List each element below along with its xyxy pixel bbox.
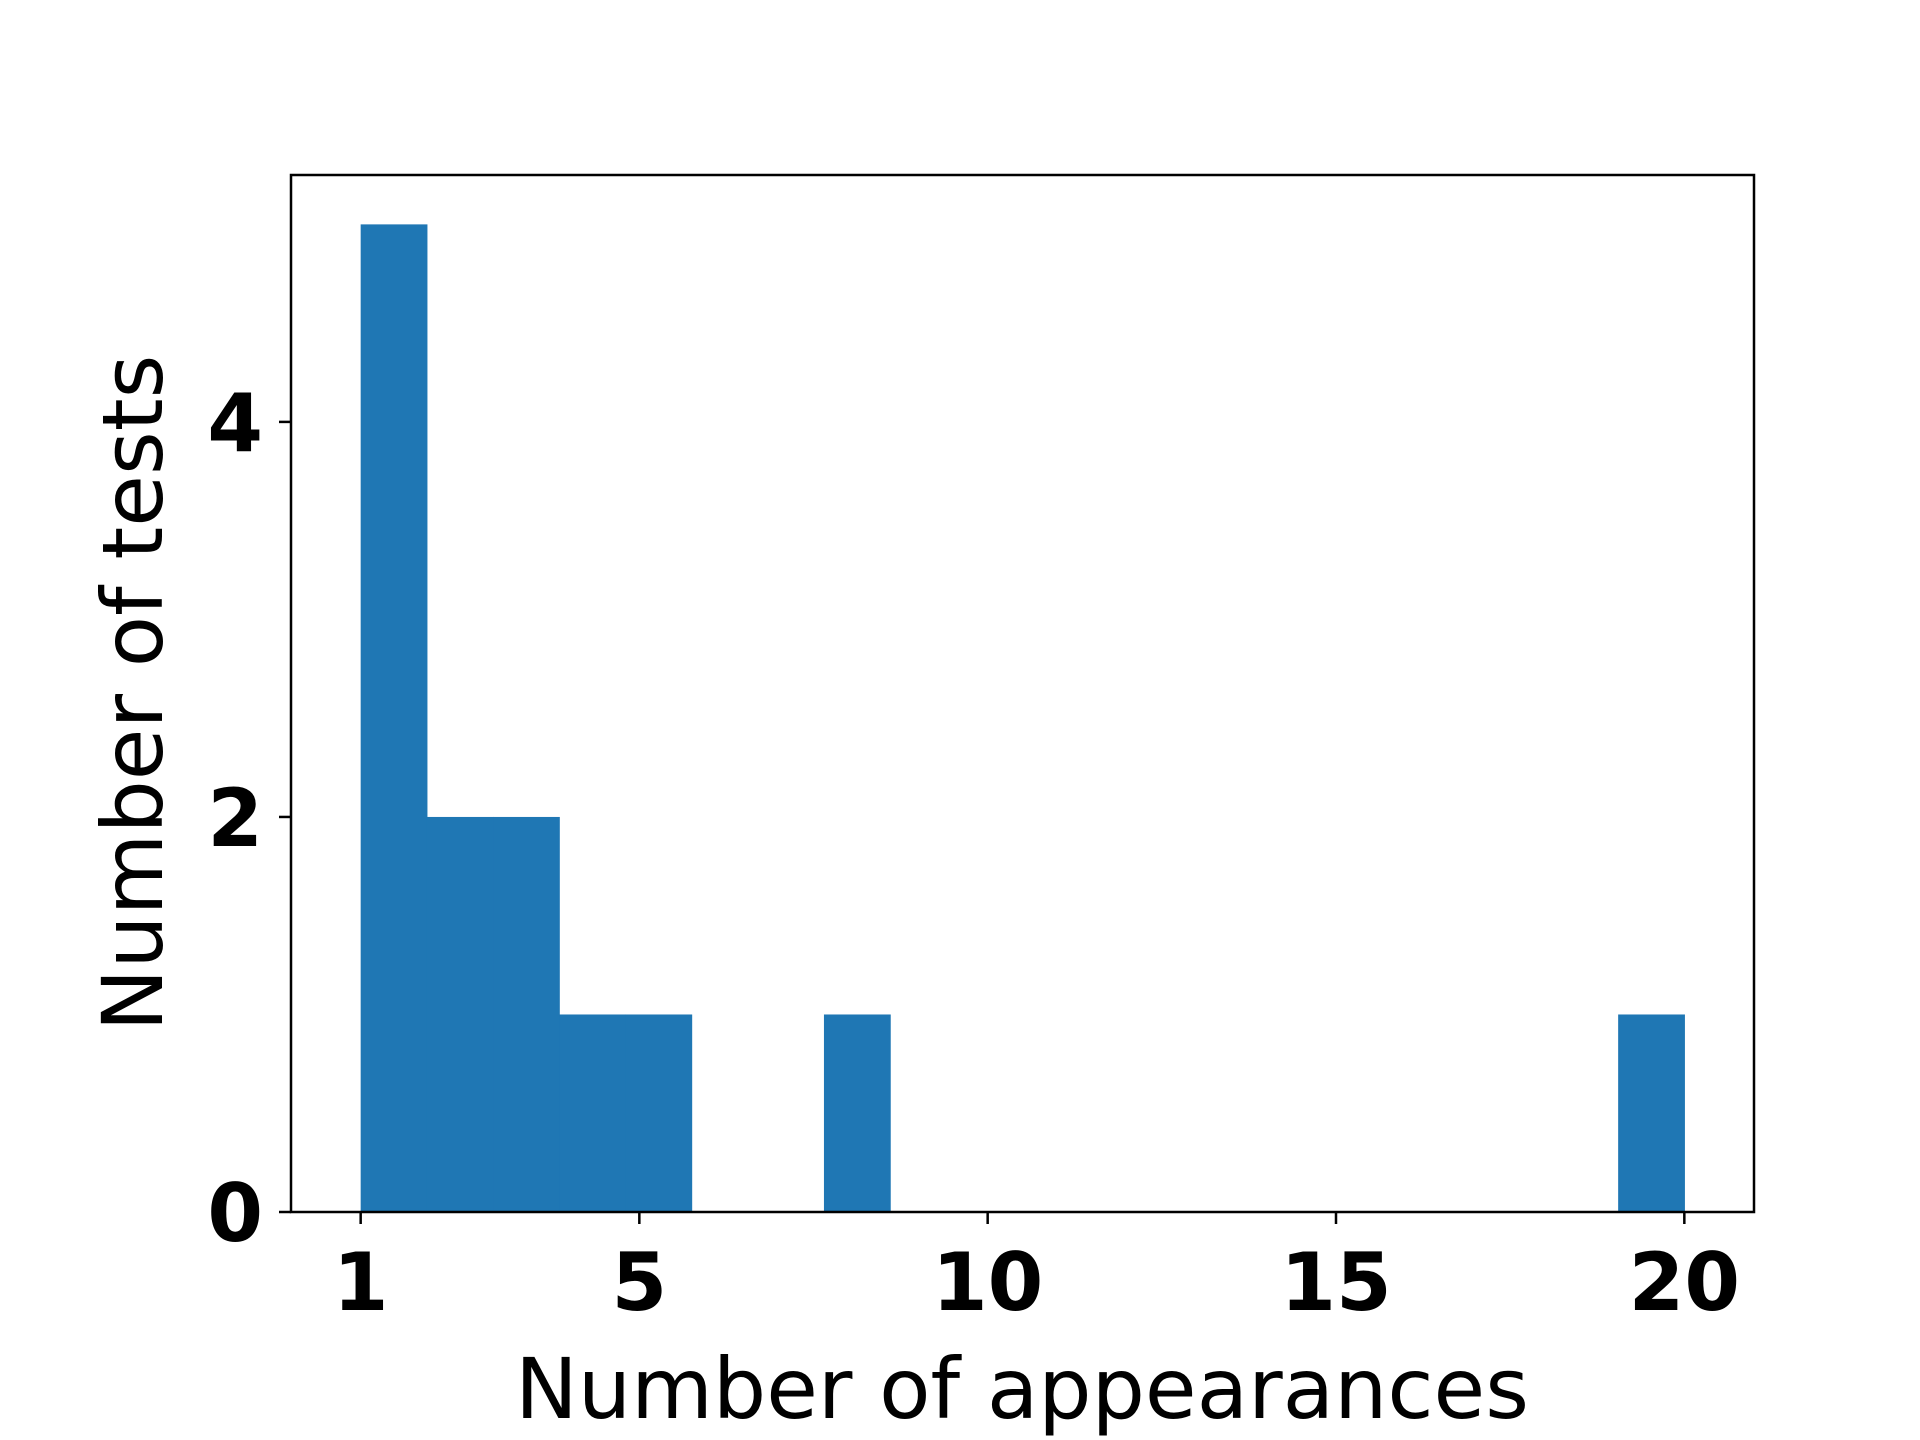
y-axis-ticks: 0 2 4: [207, 377, 291, 1260]
x-tick-label: 5: [611, 1236, 667, 1329]
histogram-bar-4: [625, 1014, 693, 1212]
x-tick-label: 15: [1280, 1236, 1391, 1329]
histogram-bar-3: [559, 1014, 626, 1212]
y-tick-label: 0: [207, 1167, 263, 1260]
plot-frame: [289, 173, 1756, 1214]
histogram-bar-2: [493, 816, 560, 1212]
x-axis-ticks: 1 5 10 15 20: [333, 1212, 1740, 1329]
histogram-bar-7: [823, 1014, 891, 1212]
x-axis-label: Number of appearances: [515, 1340, 1529, 1438]
y-axis-label: Number of tests: [84, 355, 182, 1032]
histogram-bar-19: [1618, 1014, 1685, 1212]
histogram-bar-0: [360, 224, 428, 1212]
x-tick-label: 20: [1629, 1236, 1740, 1329]
bars-group: [360, 224, 1685, 1212]
histogram-bar-1: [426, 816, 494, 1212]
y-tick-label: 2: [207, 772, 263, 865]
y-tick-label: 4: [207, 377, 263, 470]
x-tick-label: 10: [932, 1236, 1043, 1329]
x-tick-label: 1: [333, 1236, 389, 1329]
